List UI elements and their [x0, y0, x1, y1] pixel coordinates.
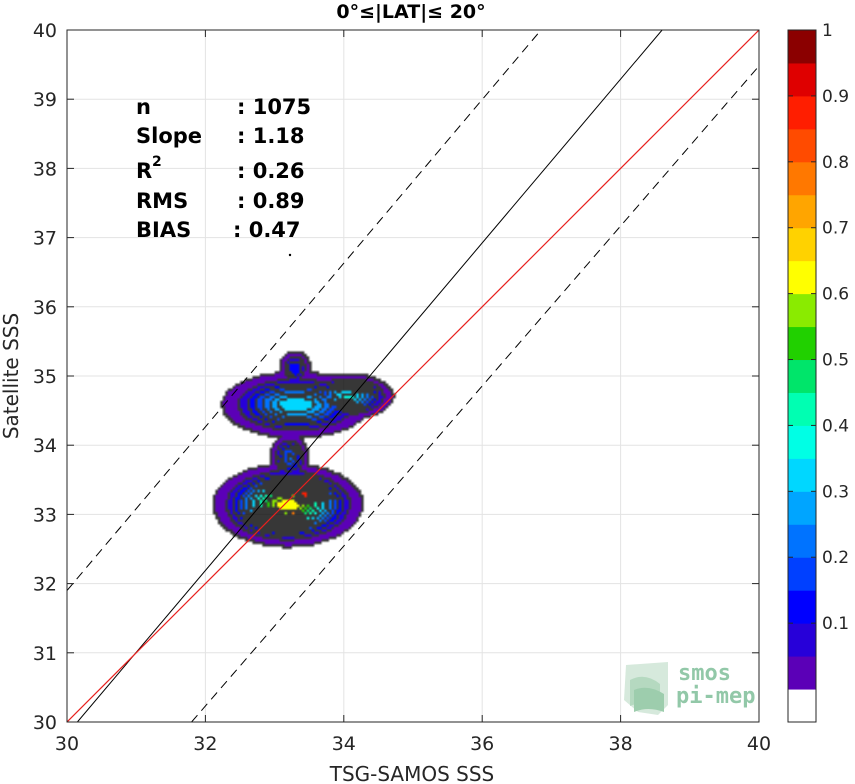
colorbar-band: [788, 260, 816, 295]
lower-bound-dashed-line: [191, 65, 759, 722]
colorbar-frame: [787, 29, 817, 723]
ticks: 30 32 34 36 38 40 30 31 32 33 34 35 36 37 38 39 40: [33, 20, 771, 755]
x-tick-label: 30: [55, 733, 79, 755]
stray-dot: [288, 253, 292, 257]
colorbar-tick-label: 0.2: [822, 548, 849, 568]
colorbar-band: [788, 623, 816, 657]
colorbar-tick-label: 0.6: [822, 285, 849, 305]
identity-line: [67, 30, 759, 722]
stat-n-label: n: [136, 95, 151, 119]
colorbar-band: [788, 326, 816, 361]
x-tick-label: 32: [193, 733, 217, 755]
colorbar-band: [788, 95, 816, 130]
colorbar-band: [788, 491, 816, 525]
colorbar-tick-label: 0.5: [822, 351, 849, 371]
regression-line: [76, 30, 663, 722]
colorbar-band: [788, 30, 816, 64]
x-tick-label: 36: [470, 733, 494, 755]
colorbar-band: [788, 557, 816, 591]
y-tick-label: 40: [33, 20, 57, 42]
y-tick-label: 32: [33, 574, 57, 596]
colorbar-tick-label: 0.8: [822, 153, 849, 173]
y-tick-label: 30: [33, 712, 57, 734]
colorbar-tick-label: 0.1: [822, 614, 849, 634]
colorbar-tick-label: 0.9: [822, 87, 849, 107]
stat-rms-value: : 0.89: [237, 189, 305, 213]
stat-n-value: : 1075: [237, 95, 311, 119]
y-tick-label: 39: [33, 89, 57, 111]
colorbar-tick-label: 0.7: [822, 219, 849, 239]
colorbar-tick-label: 1: [822, 21, 833, 41]
y-tick-label: 31: [33, 643, 57, 665]
colorbar-band: [788, 293, 816, 328]
y-axis-label: Satellite SSS: [0, 313, 23, 439]
y-tick-label: 35: [33, 366, 57, 388]
stat-bias-value: : 0.47: [233, 218, 301, 242]
y-tick-label: 33: [33, 504, 57, 526]
logo-line2: pi-mep: [676, 684, 755, 709]
colorbar-tick-label: 0.3: [822, 482, 849, 502]
stat-r2-label: R: [136, 159, 152, 183]
logo-line1: smos: [678, 661, 731, 686]
colorbar-band: [788, 590, 816, 624]
y-tick-label: 34: [33, 435, 57, 457]
smos-pimep-logo: smos pi-mep: [624, 661, 755, 715]
colorbar-band: [788, 128, 816, 163]
stat-slope-value: : 1.18: [237, 124, 305, 148]
y-tick-label: 36: [33, 297, 57, 319]
colorbar: 0.1 0.2 0.3 0.4 0.5 0.6 0.7 0.8 0.9 1: [787, 21, 849, 723]
stat-rms-label: RMS: [136, 189, 188, 213]
colorbar-band: [788, 227, 816, 262]
x-axis-label: TSG-SAMOS SSS: [329, 762, 495, 784]
y-tick-label: 37: [33, 228, 57, 250]
plot-area: 30 32 34 36 38 40 30 31 32 33 34 35 36 37 38 39 40: [33, 20, 771, 755]
x-tick-label: 40: [747, 733, 771, 755]
colorbar-band: [788, 161, 816, 196]
logo-waves-icon: [624, 662, 668, 715]
colorbar-tick-label: 0.4: [822, 416, 849, 436]
colorbar-band: [788, 458, 816, 492]
x-tick-label: 34: [332, 733, 356, 755]
chart-title: 0°≤|LAT|≤ 20°: [336, 1, 485, 23]
stats-box: n : 1075 Slope : 1.18 R 2 : 0.26 RMS : 0…: [136, 95, 311, 257]
colorbar-band: [788, 656, 816, 690]
y-tick-label: 38: [33, 158, 57, 180]
stat-r2-superscript: 2: [152, 154, 162, 170]
colorbar-band: [788, 425, 816, 459]
reference-lines: [67, 30, 759, 722]
colorbar-band: [788, 392, 816, 426]
upper-bound-dashed-line: [67, 30, 542, 591]
x-tick-label: 38: [609, 733, 633, 755]
colorbar-band: [788, 194, 816, 229]
stat-slope-label: Slope: [136, 124, 202, 148]
stat-r2-value: : 0.26: [237, 159, 305, 183]
colorbar-band: [788, 689, 816, 723]
colorbar-band: [788, 524, 816, 558]
colorbar-band: [788, 359, 816, 393]
stat-bias-label: BIAS: [136, 218, 191, 242]
colorbar-band: [788, 62, 816, 97]
